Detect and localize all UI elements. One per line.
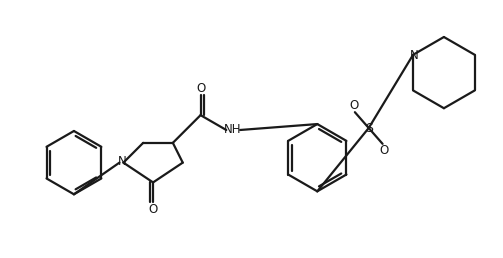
Text: O: O [349,99,359,112]
Text: N: N [118,155,127,168]
Text: S: S [365,122,373,134]
Text: O: O [148,203,158,216]
Text: N: N [409,49,418,62]
Text: NH: NH [223,124,241,136]
Text: O: O [196,82,205,95]
Text: O: O [379,144,388,157]
